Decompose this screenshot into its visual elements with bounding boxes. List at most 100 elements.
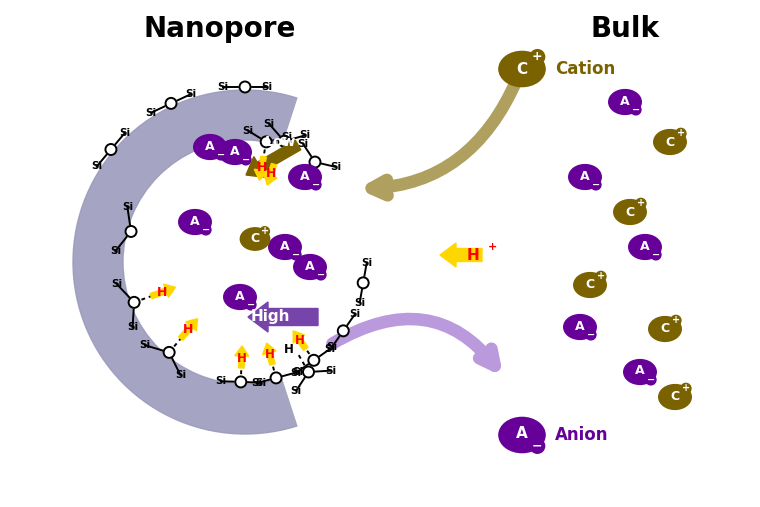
Text: A: A <box>516 426 528 442</box>
Text: A: A <box>300 169 310 183</box>
Text: C: C <box>625 205 635 219</box>
Wedge shape <box>245 262 426 440</box>
FancyArrow shape <box>150 284 176 299</box>
Circle shape <box>163 347 175 358</box>
Ellipse shape <box>659 385 692 409</box>
Ellipse shape <box>293 255 326 279</box>
Text: +: + <box>677 128 685 138</box>
Ellipse shape <box>219 139 252 164</box>
Text: −: − <box>587 330 595 340</box>
Text: −: − <box>532 440 543 453</box>
Text: −: − <box>292 250 300 260</box>
Text: H: H <box>257 161 267 174</box>
Text: A: A <box>640 239 650 252</box>
Ellipse shape <box>240 228 270 250</box>
Circle shape <box>315 270 326 280</box>
Text: Si: Si <box>175 370 186 380</box>
Text: Si: Si <box>251 378 262 388</box>
Text: A: A <box>580 169 590 183</box>
Ellipse shape <box>574 273 606 298</box>
Circle shape <box>358 277 369 288</box>
Circle shape <box>337 325 349 336</box>
Text: Si: Si <box>361 258 372 268</box>
Ellipse shape <box>654 130 686 155</box>
Text: Si: Si <box>292 367 303 377</box>
Text: Si: Si <box>326 342 337 352</box>
Text: Anion: Anion <box>555 426 609 444</box>
Text: H: H <box>283 343 293 356</box>
Text: A: A <box>235 289 245 303</box>
Text: C: C <box>670 390 679 404</box>
Circle shape <box>241 155 251 165</box>
Circle shape <box>309 355 319 366</box>
Circle shape <box>106 144 116 155</box>
Circle shape <box>271 373 281 383</box>
Circle shape <box>311 179 321 190</box>
Text: −: − <box>217 150 225 160</box>
Circle shape <box>303 367 314 378</box>
Ellipse shape <box>629 235 661 260</box>
Text: Si: Si <box>290 386 302 395</box>
Text: Si: Si <box>325 366 337 376</box>
Ellipse shape <box>194 134 226 159</box>
Text: Si: Si <box>325 344 336 354</box>
Circle shape <box>291 249 301 260</box>
Circle shape <box>651 249 661 260</box>
Text: H: H <box>266 167 276 180</box>
Text: Low: Low <box>264 135 296 149</box>
Circle shape <box>671 315 681 325</box>
Text: Si: Si <box>261 82 273 92</box>
Ellipse shape <box>568 165 601 190</box>
Circle shape <box>586 330 596 340</box>
FancyArrow shape <box>262 343 276 365</box>
Circle shape <box>236 376 246 387</box>
Text: H: H <box>183 323 194 336</box>
Text: −: − <box>652 250 660 260</box>
Text: −: − <box>317 270 325 280</box>
Circle shape <box>279 136 290 147</box>
Text: Si: Si <box>290 368 301 378</box>
Ellipse shape <box>614 200 646 225</box>
Text: Si: Si <box>349 309 360 319</box>
Text: Cation: Cation <box>555 60 616 78</box>
Text: H: H <box>467 247 480 263</box>
FancyArrow shape <box>264 163 277 185</box>
FancyArrow shape <box>440 243 482 267</box>
Ellipse shape <box>223 284 256 309</box>
Text: Si: Si <box>122 202 133 211</box>
Circle shape <box>591 179 601 190</box>
Circle shape <box>128 297 140 308</box>
Text: H: H <box>295 334 305 347</box>
Circle shape <box>309 157 321 167</box>
Text: Si: Si <box>110 246 121 256</box>
Text: Si: Si <box>255 378 266 388</box>
Text: A: A <box>620 94 630 107</box>
Wedge shape <box>73 90 417 434</box>
FancyArrow shape <box>248 302 318 332</box>
Ellipse shape <box>269 235 301 260</box>
Text: Si: Si <box>282 132 293 142</box>
Circle shape <box>530 50 545 64</box>
Ellipse shape <box>609 90 641 115</box>
Circle shape <box>201 225 211 235</box>
Text: Si: Si <box>215 376 226 386</box>
Text: −: − <box>242 155 250 165</box>
Text: A: A <box>230 144 240 158</box>
Text: +: + <box>532 50 543 63</box>
FancyArrow shape <box>293 331 308 350</box>
Text: −: − <box>312 180 320 190</box>
Ellipse shape <box>179 209 211 234</box>
Circle shape <box>166 98 176 109</box>
Wedge shape <box>245 84 432 310</box>
Text: Si: Si <box>242 126 253 135</box>
Ellipse shape <box>624 359 657 384</box>
Text: A: A <box>190 214 200 228</box>
Circle shape <box>245 300 256 310</box>
Circle shape <box>260 227 270 236</box>
Text: Si: Si <box>331 162 341 172</box>
Circle shape <box>676 128 686 138</box>
FancyArrow shape <box>246 140 301 177</box>
Circle shape <box>261 136 271 148</box>
Text: C: C <box>585 278 594 292</box>
Text: A: A <box>280 239 290 252</box>
